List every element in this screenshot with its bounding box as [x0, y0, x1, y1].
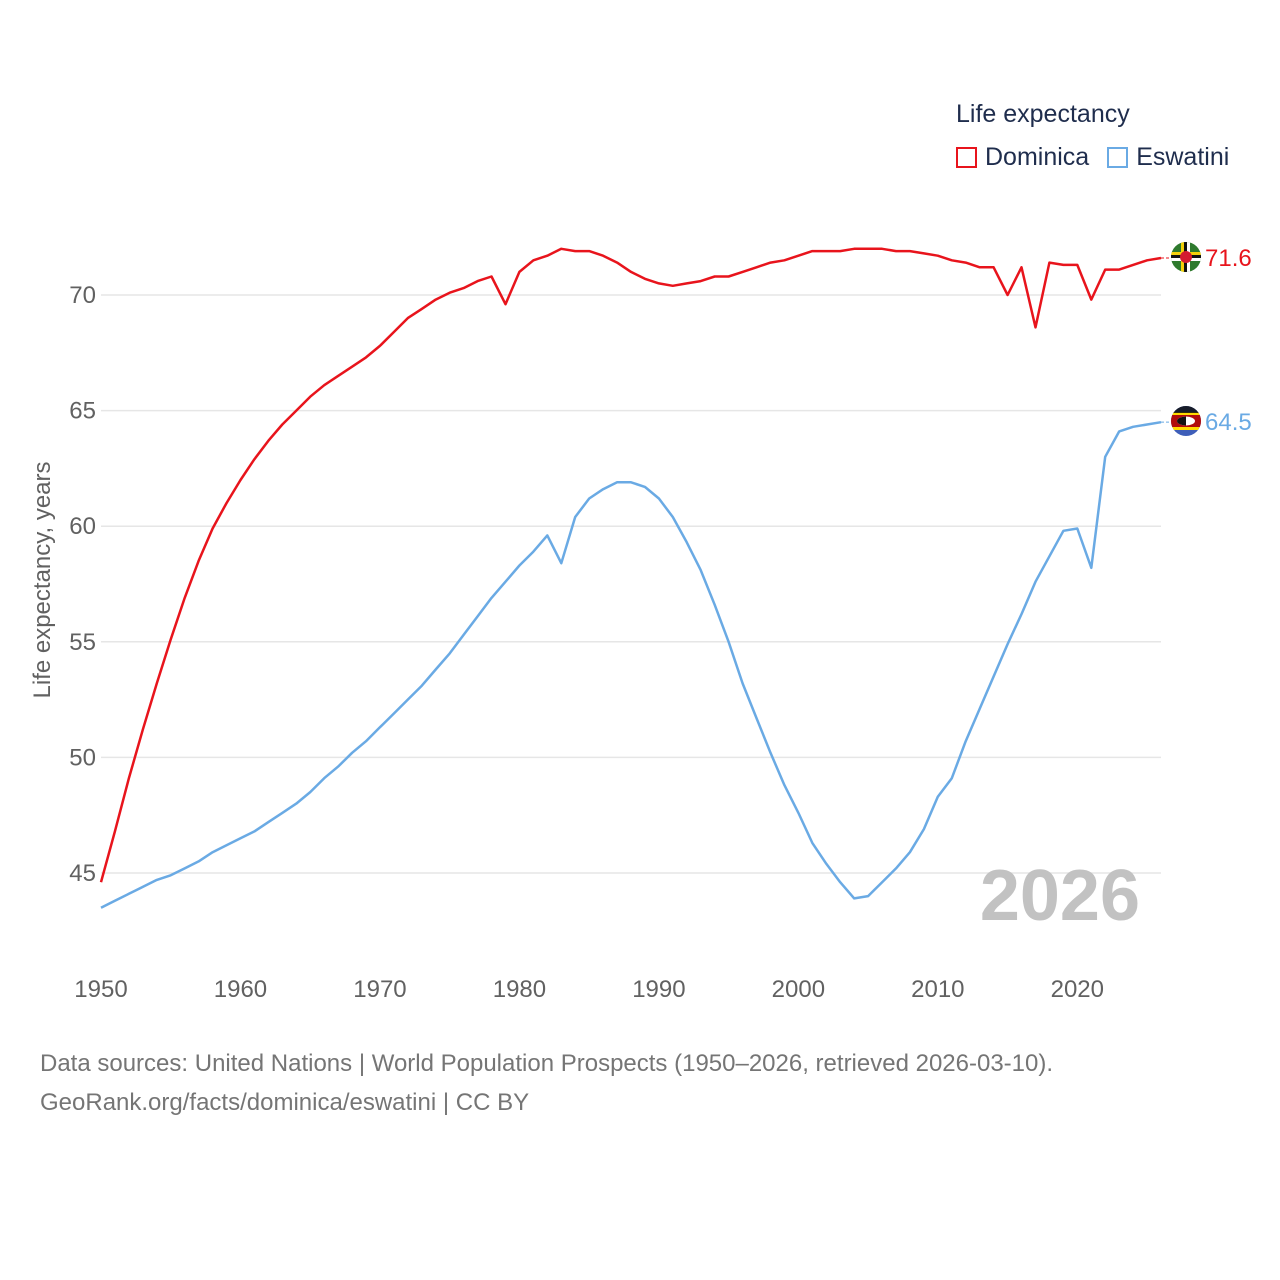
- end-markers: [1171, 242, 1201, 436]
- year-watermark: 2026: [980, 856, 1140, 936]
- end-labels: 71.6 64.5: [1205, 245, 1252, 436]
- y-tick-label: 70: [69, 282, 96, 309]
- data-sources-text: Data sources: United Nations | World Pop…: [40, 1050, 1054, 1077]
- x-axis-ticks: 1950 1960 1970 1980 1990 2000 2010 2020: [74, 976, 1104, 1003]
- legend-swatch-eswatini: [1107, 147, 1129, 168]
- x-tick-label: 1960: [214, 976, 267, 1003]
- x-tick-label: 1990: [632, 976, 685, 1003]
- y-axis-label: Life expectancy, years: [29, 461, 56, 698]
- gridlines: [101, 294, 1161, 874]
- legend-label-eswatini: Eswatini: [1136, 143, 1230, 171]
- x-tick-label: 1950: [74, 976, 127, 1003]
- end-value-label-eswatini: 64.5: [1205, 409, 1252, 436]
- x-tick-label: 2020: [1051, 976, 1104, 1003]
- y-tick-label: 60: [69, 513, 96, 540]
- y-tick-label: 55: [69, 629, 96, 656]
- x-tick-label: 1970: [353, 976, 406, 1003]
- legend-swatch-dominica: [956, 147, 977, 168]
- series-line-dominica[interactable]: [99, 247, 1162, 883]
- x-tick-label: 1980: [493, 976, 546, 1003]
- y-tick-label: 50: [69, 744, 96, 771]
- end-value-label-dominica: 71.6: [1205, 245, 1252, 272]
- series-lines: [99, 247, 1171, 909]
- legend-item-eswatini[interactable]: Eswatini: [1107, 143, 1229, 172]
- y-tick-label: 65: [69, 398, 96, 425]
- series-line-eswatini[interactable]: [100, 420, 1162, 909]
- legend-item-dominica[interactable]: Dominica: [956, 143, 1089, 172]
- y-tick-label: 45: [69, 860, 96, 887]
- dominica-flag-icon: [1171, 242, 1201, 272]
- x-tick-label: 2000: [772, 976, 825, 1003]
- legend: Dominica Eswatini: [956, 143, 1247, 172]
- footer: Data sources: United Nations | World Pop…: [40, 1044, 1053, 1122]
- x-tick-label: 2010: [911, 976, 964, 1003]
- y-axis-ticks: 45 50 55 60 65 70: [69, 282, 96, 887]
- credit-link[interactable]: GeoRank.org/facts/dominica/eswatini | CC…: [40, 1089, 530, 1116]
- legend-label-dominica: Dominica: [985, 143, 1090, 171]
- eswatini-flag-icon: [1171, 406, 1201, 436]
- legend-title: Life expectancy: [956, 100, 1130, 128]
